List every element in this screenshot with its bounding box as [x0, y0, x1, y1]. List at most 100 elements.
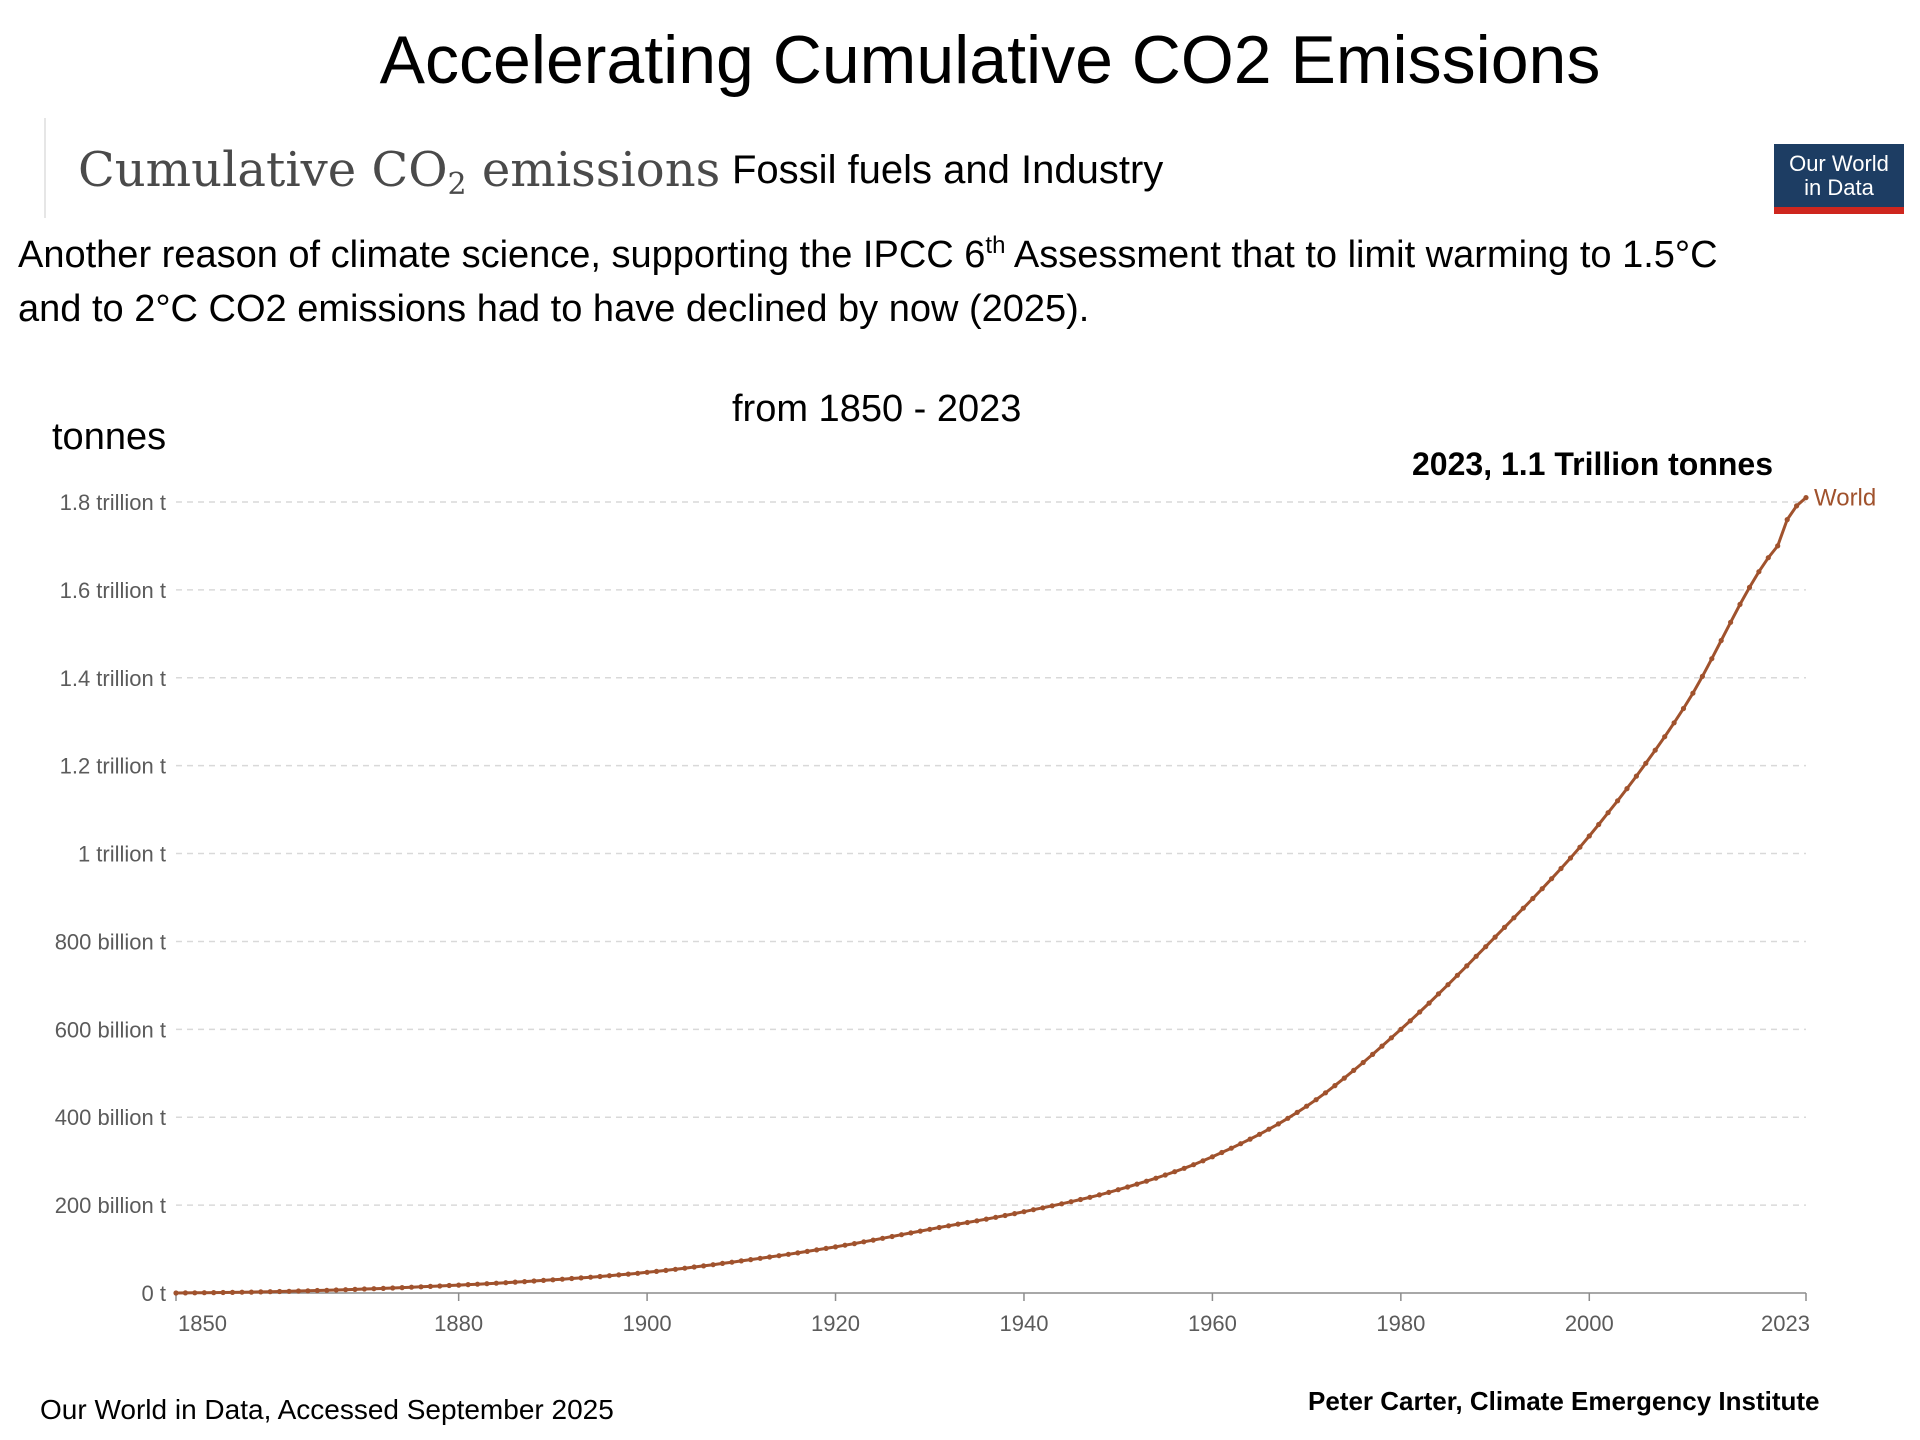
data-point	[1605, 810, 1611, 816]
data-point	[1756, 569, 1762, 575]
data-point	[748, 1257, 754, 1263]
note-line-1-text: Another reason of climate science, suppo…	[18, 234, 986, 276]
x-tick-label: 1850	[178, 1311, 227, 1336]
data-point	[1162, 1172, 1168, 1178]
data-point	[767, 1254, 773, 1260]
data-point	[644, 1269, 650, 1275]
data-point	[343, 1287, 349, 1293]
data-point	[1106, 1189, 1112, 1195]
data-point	[1049, 1203, 1055, 1209]
date-range-label: from 1850 - 2023	[732, 388, 1022, 430]
data-point	[1313, 1097, 1319, 1103]
data-point	[1709, 656, 1715, 662]
data-point	[1784, 517, 1790, 523]
x-tick-label: 1980	[1376, 1311, 1425, 1336]
data-point	[672, 1266, 679, 1272]
data-point	[1228, 1145, 1234, 1151]
data-point	[1256, 1131, 1263, 1137]
data-point	[1511, 915, 1517, 921]
data-point	[1520, 905, 1526, 911]
data-point	[474, 1281, 481, 1287]
data-point	[371, 1286, 377, 1292]
data-point	[1077, 1196, 1084, 1203]
data-point	[550, 1277, 556, 1283]
data-point	[1087, 1194, 1093, 1200]
data-point	[408, 1284, 415, 1290]
data-point	[1360, 1059, 1366, 1066]
data-point	[380, 1285, 386, 1291]
data-point	[1285, 1115, 1291, 1121]
data-point	[559, 1276, 565, 1282]
logo-line-2: in Data	[1804, 175, 1874, 200]
data-point	[1633, 773, 1639, 779]
data-point	[437, 1283, 443, 1289]
x-tick-label: 2000	[1565, 1311, 1614, 1336]
data-point	[851, 1241, 858, 1247]
y-tick-label: 1 trillion t	[78, 842, 166, 867]
data-point	[776, 1253, 782, 1259]
y-tick-label: 1.6 trillion t	[60, 578, 166, 603]
data-point	[569, 1275, 575, 1282]
data-point	[710, 1262, 716, 1268]
data-point	[1407, 1018, 1413, 1024]
note-line-1-tail: Assessment that to limit warming to 1.5°…	[1005, 234, 1718, 276]
data-point	[1379, 1043, 1385, 1049]
series-label-world: World	[1814, 485, 1876, 512]
data-point	[1096, 1192, 1102, 1198]
data-point	[1699, 673, 1705, 679]
data-point	[1021, 1209, 1027, 1215]
x-tick-label: 1920	[811, 1311, 860, 1336]
data-point	[842, 1242, 848, 1248]
source-credit: Our World in Data, Accessed September 20…	[40, 1394, 614, 1425]
data-point	[295, 1288, 302, 1294]
data-point	[785, 1251, 792, 1257]
data-point	[314, 1287, 320, 1294]
data-point	[182, 1290, 188, 1296]
data-point	[1219, 1149, 1225, 1156]
heading-divider	[44, 118, 46, 218]
data-point	[1266, 1126, 1272, 1132]
gridlines	[176, 501, 1806, 1206]
data-point	[1624, 786, 1630, 792]
x-tick-label: 1900	[623, 1311, 672, 1336]
data-point	[936, 1224, 942, 1231]
data-point	[324, 1287, 330, 1293]
chart-heading: Cumulative CO2 emissions	[78, 142, 720, 202]
data-point	[1549, 876, 1555, 882]
chart-heading-text: Cumulative CO	[78, 142, 448, 198]
y-tick-label: 0 t	[142, 1281, 166, 1306]
data-point	[927, 1226, 933, 1232]
data-point	[719, 1260, 726, 1266]
data-point	[1068, 1199, 1074, 1205]
data-point	[1275, 1121, 1281, 1127]
data-point	[1143, 1178, 1150, 1184]
data-point	[1332, 1083, 1338, 1089]
data-point	[1200, 1158, 1206, 1164]
data-point	[663, 1267, 669, 1273]
y-tick-label: 1.8 trillion t	[60, 490, 166, 515]
data-point	[682, 1265, 688, 1271]
data-point	[446, 1282, 452, 1289]
data-point	[1209, 1154, 1215, 1160]
data-point	[1040, 1205, 1046, 1211]
data-point	[522, 1279, 528, 1285]
data-point	[889, 1233, 895, 1240]
owid-logo: Our World in Data	[1774, 144, 1904, 214]
data-point	[211, 1290, 217, 1296]
data-point	[248, 1289, 254, 1295]
data-point	[729, 1259, 735, 1265]
data-point	[277, 1288, 283, 1295]
logo-line-1: Our World	[1789, 151, 1889, 176]
note-superscript: th	[985, 232, 1006, 259]
data-point	[1191, 1162, 1197, 1168]
data-point	[1002, 1212, 1008, 1219]
data-point	[832, 1244, 839, 1250]
y-tick-label: 400 billion t	[55, 1105, 166, 1130]
data-point	[635, 1270, 641, 1276]
data-point	[606, 1273, 613, 1279]
y-tick-label: 800 billion t	[55, 929, 166, 954]
data-point	[691, 1264, 697, 1270]
data-point	[512, 1279, 518, 1285]
explanatory-note: Another reason of climate science, suppo…	[18, 228, 1918, 336]
data-point	[955, 1221, 961, 1227]
